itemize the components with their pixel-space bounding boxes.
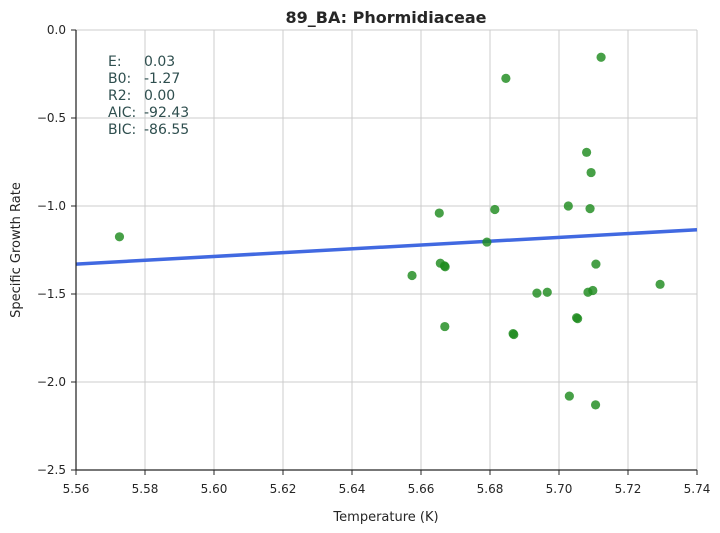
data-point (434, 208, 444, 218)
data-point (655, 279, 665, 289)
x-tick-label: 5.62 (270, 482, 297, 496)
x-tick-label: 5.64 (339, 482, 366, 496)
axes (75, 30, 697, 471)
fit-line-layer (75, 228, 698, 266)
data-point (590, 400, 601, 410)
stat-value: 0.03 (144, 54, 175, 70)
stat-value: -92.43 (144, 105, 189, 121)
data-point (573, 314, 583, 324)
x-tick-label: 5.60 (201, 482, 228, 496)
fit-line (75, 228, 698, 266)
x-axis-label: Temperature (K) (332, 510, 438, 525)
y-tick-label: 0.0 (47, 23, 66, 37)
y-tick-label: −0.5 (37, 111, 66, 125)
x-tick-label: 5.68 (477, 482, 504, 496)
x-tick-label: 5.56 (63, 482, 90, 496)
y-tick-label: −1.5 (37, 287, 66, 301)
data-point (532, 288, 542, 298)
y-tick-label: −2.5 (37, 463, 66, 477)
data-point (490, 204, 500, 215)
stat-label: E: (108, 54, 122, 70)
x-tick-label: 5.58 (132, 482, 159, 496)
data-point (596, 52, 606, 62)
y-axis-label: Specific Growth Rate (9, 182, 24, 318)
data-point (563, 201, 573, 211)
x-tick-label: 5.66 (408, 482, 435, 496)
stat-label: AIC: (108, 105, 136, 121)
data-points (114, 52, 665, 410)
stat-label: R2: (108, 88, 131, 104)
x-tick-label: 5.74 (684, 482, 711, 496)
data-point (440, 262, 450, 272)
data-point (588, 285, 598, 296)
y-ticks: 0.0 −0.5 −1.0 −1.5 −2.0 −2.5 (37, 23, 76, 477)
fit-statistics: E: 0.03 B0: -1.27 R2: 0.00 AIC: -92.43 BIC: -86.5… (108, 54, 189, 138)
stat-value: -1.27 (144, 71, 180, 87)
data-point (582, 147, 592, 157)
x-ticks: 5.56 5.58 5.60 5.62 5.64 5.66 5.68 5.70 5.72 5.74 (63, 470, 711, 496)
data-point (407, 270, 417, 281)
data-point (564, 391, 574, 401)
data-point (482, 237, 492, 247)
y-tick-label: −1.0 (37, 199, 66, 213)
y-tick-label: −2.0 (37, 375, 66, 389)
data-point (114, 232, 125, 242)
stat-value: -86.55 (144, 122, 189, 138)
x-tick-label: 5.72 (615, 482, 642, 496)
stat-value: 0.00 (144, 88, 175, 104)
data-point (586, 167, 596, 178)
data-point (509, 329, 519, 340)
stat-label: B0: (108, 71, 131, 87)
data-point (542, 287, 552, 297)
chart-title: 89_BA: Phormidiaceae (286, 8, 487, 27)
x-tick-label: 5.70 (546, 482, 573, 496)
data-point (585, 204, 595, 214)
data-point (440, 321, 450, 332)
data-point (591, 259, 601, 269)
data-point (501, 73, 511, 83)
stat-label: BIC: (108, 122, 136, 138)
